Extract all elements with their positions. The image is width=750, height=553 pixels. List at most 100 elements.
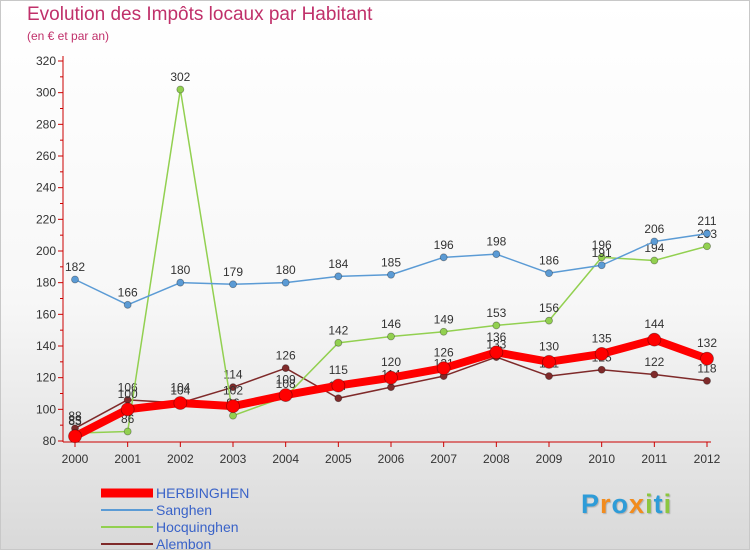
- y-tick-label: 220: [36, 212, 56, 226]
- data-point-alembon: [650, 370, 659, 379]
- data-label-sanghen: 191: [592, 246, 612, 260]
- data-label-herbinghen: 144: [644, 317, 664, 331]
- chart-title: Evolution des Impôts locaux par Habitant: [27, 4, 373, 25]
- data-label-sanghen: 206: [644, 222, 664, 236]
- data-point-alembon: [545, 372, 553, 380]
- data-label-alembon: 126: [276, 349, 296, 363]
- legend-label-hocquinghen: Hocquinghen: [156, 519, 239, 535]
- data-point-hocquinghen: [703, 242, 711, 251]
- data-point-sanghen: [703, 229, 711, 238]
- data-point-herbinghen: [173, 396, 188, 410]
- data-label-alembon: 122: [644, 355, 664, 369]
- data-point-herbinghen: [331, 378, 346, 393]
- x-tick-label: 2010: [588, 452, 615, 466]
- logo-letter: x: [629, 489, 646, 519]
- data-label-hocquinghen: 149: [434, 312, 454, 326]
- x-tick-label: 2007: [430, 452, 457, 466]
- y-tick-label: 140: [36, 339, 56, 353]
- data-point-sanghen: [281, 278, 290, 287]
- data-label-sanghen: 198: [486, 235, 506, 249]
- data-point-herbinghen: [68, 429, 82, 444]
- logo-letter: t: [653, 489, 664, 519]
- data-label-sanghen: 180: [170, 263, 190, 277]
- x-tick-label: 2000: [62, 452, 89, 466]
- y-tick-label: 180: [36, 276, 56, 290]
- data-point-sanghen: [176, 278, 185, 287]
- data-label-hocquinghen: 142: [328, 323, 348, 337]
- y-tick-label: 100: [36, 402, 56, 416]
- data-label-sanghen: 196: [434, 238, 454, 252]
- chart-subtitle: (en € et par an): [27, 29, 110, 43]
- data-point-sanghen: [71, 275, 79, 284]
- y-tick-label: 200: [36, 244, 56, 258]
- data-label-alembon: 118: [697, 361, 716, 375]
- series-herbinghen: 83 100 104 102 109 115 120 126 136 130 135 144 132: [68, 317, 717, 444]
- data-point-alembon: [597, 365, 606, 374]
- data-label-herbinghen: 120: [381, 355, 401, 369]
- x-tick-label: 2001: [114, 452, 141, 466]
- data-point-sanghen: [387, 270, 395, 279]
- data-point-alembon: [229, 383, 237, 392]
- logo-letter: r: [600, 489, 612, 519]
- data-label-hocquinghen: 196: [592, 238, 612, 252]
- data-label-herbinghen: 100: [118, 387, 138, 401]
- legend-label-alembon: Alembon: [156, 536, 212, 552]
- data-point-sanghen: [545, 269, 553, 278]
- data-point-alembon: [703, 376, 711, 385]
- data-point-sanghen: [597, 261, 606, 270]
- data-label-sanghen: 182: [65, 260, 85, 274]
- data-label-sanghen: 166: [118, 285, 138, 299]
- y-tick-label: 240: [36, 181, 56, 195]
- data-label-alembon: 106: [118, 380, 138, 394]
- data-label-hocquinghen: 86: [121, 412, 135, 426]
- data-label-sanghen: 211: [697, 214, 716, 228]
- data-point-sanghen: [650, 237, 659, 246]
- data-point-herbinghen: [278, 388, 293, 402]
- y-tick-label: 320: [36, 54, 56, 68]
- y-tick-label: 80: [43, 434, 57, 448]
- data-point-sanghen: [123, 300, 132, 309]
- data-label-herbinghen: 83: [68, 414, 82, 428]
- logo-letter: i: [645, 489, 654, 519]
- legend-swatch-herbinghen: [101, 488, 153, 498]
- data-point-herbinghen: [700, 351, 714, 366]
- data-point-herbinghen: [489, 345, 504, 360]
- data-label-herbinghen: 132: [697, 336, 717, 350]
- y-tick-label: 300: [36, 86, 56, 100]
- x-tick-label: 2002: [167, 452, 194, 466]
- x-tick-label: 2004: [272, 452, 299, 466]
- data-point-sanghen: [229, 280, 237, 289]
- data-label-hocquinghen: 108: [276, 377, 296, 391]
- data-label-sanghen: 185: [381, 255, 401, 269]
- data-point-herbinghen: [436, 361, 451, 376]
- data-point-hocquinghen: [650, 256, 659, 265]
- y-tick-label: 160: [36, 307, 56, 321]
- x-tick-label: 2005: [325, 452, 352, 466]
- data-label-herbinghen: 136: [486, 330, 506, 344]
- data-label-sanghen: 179: [223, 265, 243, 279]
- data-point-alembon: [281, 364, 290, 373]
- data-label-sanghen: 186: [539, 254, 559, 268]
- data-point-herbinghen: [542, 354, 556, 369]
- data-label-herbinghen: 102: [223, 384, 243, 398]
- x-tick-label: 2006: [378, 452, 405, 466]
- data-point-alembon: [334, 394, 343, 403]
- data-point-hocquinghen: [597, 253, 606, 262]
- data-point-sanghen: [439, 253, 448, 262]
- data-point-hocquinghen: [387, 332, 395, 341]
- data-point-sanghen: [334, 272, 343, 281]
- data-label-herbinghen: 130: [539, 339, 559, 353]
- legend-label-sanghen: Sanghen: [156, 502, 213, 518]
- logo-letter: i: [663, 489, 673, 519]
- data-point-hocquinghen: [229, 411, 237, 420]
- y-tick-label: 120: [36, 371, 56, 385]
- data-point-hocquinghen: [123, 427, 132, 436]
- data-label-alembon: 88: [68, 409, 82, 423]
- data-label-sanghen: 184: [328, 257, 348, 271]
- logo-letter: P: [581, 489, 601, 519]
- legend-label-herbinghen: HERBINGHEN: [156, 485, 250, 501]
- logo-letter: o: [611, 489, 630, 519]
- data-point-hocquinghen: [439, 327, 448, 336]
